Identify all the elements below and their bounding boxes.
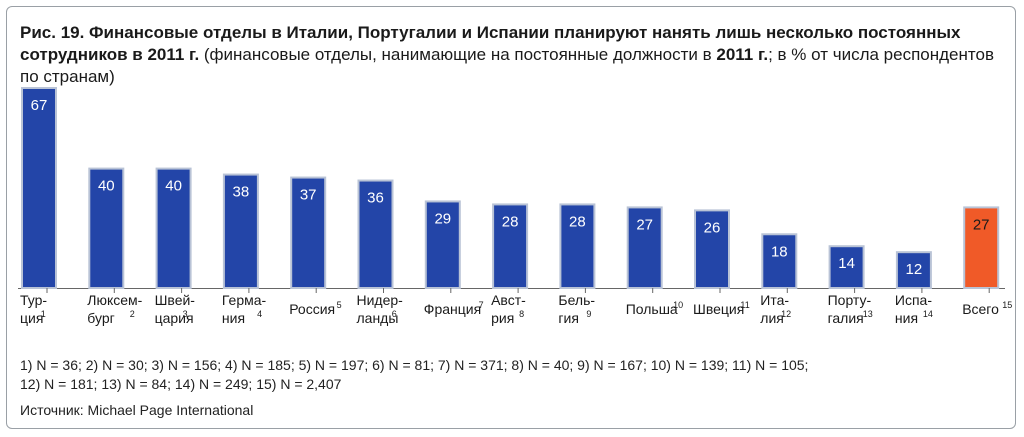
category-footnote-mark: 11 [740, 300, 749, 310]
bar [424, 200, 461, 289]
footnote-line: 1) N = 36; 2) N = 30; 3) N = 156; 4) N =… [20, 357, 809, 373]
bar [290, 176, 327, 290]
figure-frame [6, 6, 1016, 429]
data-label: 40 [98, 178, 115, 195]
bar [222, 173, 259, 290]
category-label: Всего [962, 301, 999, 317]
category-footnote-mark: 7 [479, 300, 484, 310]
category-label: Швей- [155, 292, 196, 308]
category-label: Авст- [491, 292, 526, 308]
category-label: цария [155, 310, 194, 326]
data-label: 36 [367, 190, 384, 207]
category-label: Люксем- [87, 292, 142, 308]
bar [155, 167, 192, 289]
bar [88, 167, 125, 289]
title-bold: Рис. 19. Финансовые отделы в Италии, Пор… [20, 23, 961, 64]
category-footnote-mark: 8 [519, 309, 524, 319]
data-label: 38 [233, 184, 250, 201]
title-normal-end: ; в % от числа респондентов по странам) [20, 45, 994, 86]
category-label: Франция [424, 301, 481, 317]
bar [761, 233, 798, 290]
data-label: 18 [771, 243, 788, 260]
category-footnote-mark: 9 [586, 309, 591, 319]
category-footnote-mark: 13 [863, 309, 873, 319]
data-label: 37 [300, 187, 317, 204]
bar [694, 209, 730, 289]
category-label: рия [491, 310, 514, 326]
category-footnote-mark: 10 [673, 300, 683, 310]
category-footnote-mark: 3 [183, 309, 188, 319]
title-normal: (финансовые отделы, нанимающие на постоя… [199, 45, 717, 64]
category-footnote-mark: 15 [1002, 300, 1012, 310]
data-label: 27 [636, 216, 653, 233]
category-label: Тур- [20, 292, 47, 308]
bar [21, 87, 57, 289]
data-label: 67 [31, 97, 48, 114]
category-label: Россия [289, 301, 335, 317]
data-label: 40 [165, 178, 182, 195]
category-label: Ита- [760, 292, 789, 308]
category-footnote-mark: 5 [337, 300, 342, 310]
category-footnote-mark: 1 [41, 309, 46, 319]
category-footnote-mark: 6 [392, 309, 397, 319]
bar [559, 203, 596, 289]
category-label: лия [760, 310, 784, 326]
category-label: Герма- [222, 292, 267, 308]
category-label: ния [222, 310, 245, 326]
category-footnote-mark: 4 [257, 309, 262, 319]
category-label: Испа- [895, 292, 932, 308]
bar [357, 179, 394, 289]
category-label: Порту- [828, 292, 872, 308]
data-label: 26 [704, 219, 721, 236]
data-label: 27 [973, 216, 990, 233]
bar [828, 245, 865, 289]
source-note: Источник: Michael Page International [20, 402, 254, 418]
category-footnote-mark: 12 [781, 309, 791, 319]
category-label: ция [20, 310, 43, 326]
bar [963, 206, 1000, 289]
category-label: Швеция [693, 301, 744, 317]
category-label: галия [828, 310, 864, 326]
category-label: Польша [626, 301, 678, 317]
footnotes: 1) N = 36; 2) N = 30; 3) N = 156; 4) N =… [20, 356, 1010, 394]
chart-title: Рис. 19. Финансовые отделы в Италии, Пор… [20, 22, 1010, 88]
data-label: 28 [569, 213, 586, 230]
bar [626, 206, 663, 289]
category-label: ланды [357, 310, 399, 326]
data-label: 12 [906, 261, 923, 278]
data-label: 29 [434, 210, 451, 227]
bar [895, 251, 932, 290]
data-label: 14 [838, 255, 855, 272]
category-footnote-mark: 2 [130, 309, 135, 319]
bar [492, 203, 529, 289]
footnote-line: 12) N = 181; 13) N = 84; 14) N = 249; 15… [20, 376, 342, 392]
category-label: гия [558, 310, 579, 326]
title-bold-year: 2011 г. [716, 45, 769, 64]
category-label: Бель- [558, 292, 595, 308]
category-label: Нидер- [357, 292, 404, 308]
category-label: бург [87, 310, 114, 326]
data-label: 28 [502, 213, 519, 230]
category-label: ния [895, 310, 918, 326]
category-footnote-mark: 14 [923, 309, 933, 319]
